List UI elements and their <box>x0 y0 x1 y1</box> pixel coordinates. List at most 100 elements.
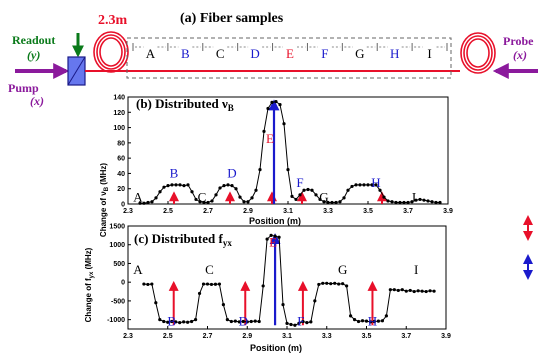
fiber-segments: A B C D E F G H I <box>132 43 448 61</box>
chart-c-data-point <box>428 289 432 293</box>
chart-b-data-point <box>210 199 214 203</box>
segment-label: H <box>390 46 399 61</box>
chart-b-data-point <box>242 200 246 204</box>
chart-b-data-point <box>298 193 302 197</box>
chart-c-segment-label: C <box>205 262 214 277</box>
chart-b-xtick-label: 3.3 <box>323 208 333 215</box>
chart-c-data-point <box>408 288 412 293</box>
chart-c-data-point <box>293 323 297 327</box>
chart-b-data-point <box>330 200 334 205</box>
chart-b-data-point <box>282 122 286 126</box>
chart-b-data-point <box>222 184 226 188</box>
chart-b-xtick-label: 2.3 <box>123 208 133 215</box>
chart-b-segment-label: C <box>198 190 207 205</box>
chart-b-segment-label: I <box>412 190 416 205</box>
chart-b-segment-label: H <box>371 175 380 190</box>
chart-b-data-point <box>430 200 434 204</box>
chart-c-data-point <box>420 289 424 293</box>
chart-c-data-point <box>190 319 194 324</box>
segment-label: I <box>427 46 431 61</box>
chart-c-title: (c) Distributed fyx <box>134 231 232 248</box>
chart-c-data-point <box>325 281 329 285</box>
chart-c-xtick-label: 3.3 <box>322 333 332 340</box>
chart-c-segment-label: B <box>167 313 176 328</box>
chart-b-ytick-label: 140 <box>113 95 125 102</box>
chart-c-segment-label: D <box>239 313 248 328</box>
chart-b-ytick-label: 20 <box>117 186 125 193</box>
chart-b-data-point <box>218 186 222 190</box>
chart-c-data-point <box>356 319 361 324</box>
chart-b-data-point <box>310 188 314 192</box>
chart-b-xtick-label: 3.9 <box>443 208 453 215</box>
chart-c-data-point <box>333 281 337 285</box>
chart-c-data-point <box>396 288 400 293</box>
chart-b-data-point <box>286 168 290 172</box>
chart-b-data-point <box>166 184 170 188</box>
chart-c-data-point <box>182 320 186 324</box>
chart-b-ylabel: Change of νB (MHz) <box>99 163 110 237</box>
chart-c-data-point <box>233 319 237 323</box>
chart-b-xtick-label: 2.9 <box>243 208 253 215</box>
chart-c-data-point <box>253 319 257 323</box>
chart-c-data-point <box>317 282 321 287</box>
chart-c-segment-label: H <box>368 313 377 328</box>
chart-c-xtick-label: 3.7 <box>401 333 411 340</box>
chart-b-data-point <box>350 184 354 189</box>
chart-c-data-point <box>305 321 309 325</box>
chart-c-data-point <box>309 320 313 324</box>
chart-c-segment-label: E <box>269 235 277 250</box>
chart-c-data-point <box>321 281 325 285</box>
chart-b-data-point <box>414 198 418 202</box>
pump-label: Pump <box>8 81 39 95</box>
chart-c-data-point <box>372 319 377 324</box>
chart-c-data-point <box>424 289 428 294</box>
segment-label: B <box>181 46 190 61</box>
chart-b-data-point <box>266 106 270 111</box>
chart-b-data-point <box>250 196 254 200</box>
chart-c-data-point <box>416 289 420 293</box>
chart-b-data-point <box>366 183 370 187</box>
chart-b-segment-label: A <box>133 190 143 205</box>
chart-b-xtick-label: 3.5 <box>363 208 373 215</box>
chart-distributed-nu-b: (b) Distributed νB Change of νB (MHz) Po… <box>99 95 453 238</box>
chart-c-data-point <box>400 288 404 292</box>
chart-b-data-point <box>390 200 394 204</box>
chart-c-data-point <box>368 320 373 324</box>
chart-c-xtick-label: 3.1 <box>282 333 292 340</box>
chart-c-data-point <box>178 321 182 325</box>
chart-distributed-f-yx: (c) Distributed fyx Change of fyx (MHz) … <box>84 224 451 354</box>
chart-c-data-point <box>432 289 436 293</box>
chart-c-data-point <box>329 282 333 286</box>
chart-b-data-point <box>418 197 422 202</box>
segment-label: D <box>250 46 259 61</box>
chart-b-xlabel: Position (m) <box>249 216 301 226</box>
chart-c-data-point <box>281 303 285 307</box>
chart-c-data-point <box>376 319 381 323</box>
chart-b-data-point <box>238 195 242 199</box>
chart-b-data-point <box>318 197 322 202</box>
chart-b-data-point <box>170 183 174 187</box>
chart-b-data-point <box>138 201 142 205</box>
chart-c-data-point <box>384 314 388 318</box>
chart-b-ytick-label: 100 <box>113 125 125 132</box>
chart-c-data-point <box>345 284 349 288</box>
chart-c-data-point <box>360 319 365 323</box>
chart-b-segment-label: B <box>170 165 179 180</box>
chart-b-data-point <box>322 200 326 204</box>
chart-b-segment-label: D <box>227 165 236 180</box>
chart-c-data-point <box>245 320 249 324</box>
chart-b-data-point <box>154 196 158 200</box>
chart-c-data-point <box>197 291 202 296</box>
segment-label: F <box>321 46 328 61</box>
segment-label: A <box>146 46 156 61</box>
chart-c-data-point <box>297 321 301 325</box>
chart-c-ytick-label: 500 <box>113 261 125 268</box>
chart-c-data-point <box>201 282 206 286</box>
chart-b-data-point <box>410 200 414 204</box>
chart-b-data-point <box>290 194 294 198</box>
chart-b-data-point <box>398 200 402 205</box>
chart-b-data-point <box>162 185 166 189</box>
chart-c-data-point <box>289 322 293 327</box>
chart-c-xtick-label: 2.5 <box>163 333 173 340</box>
chart-c-data-point <box>273 234 277 238</box>
